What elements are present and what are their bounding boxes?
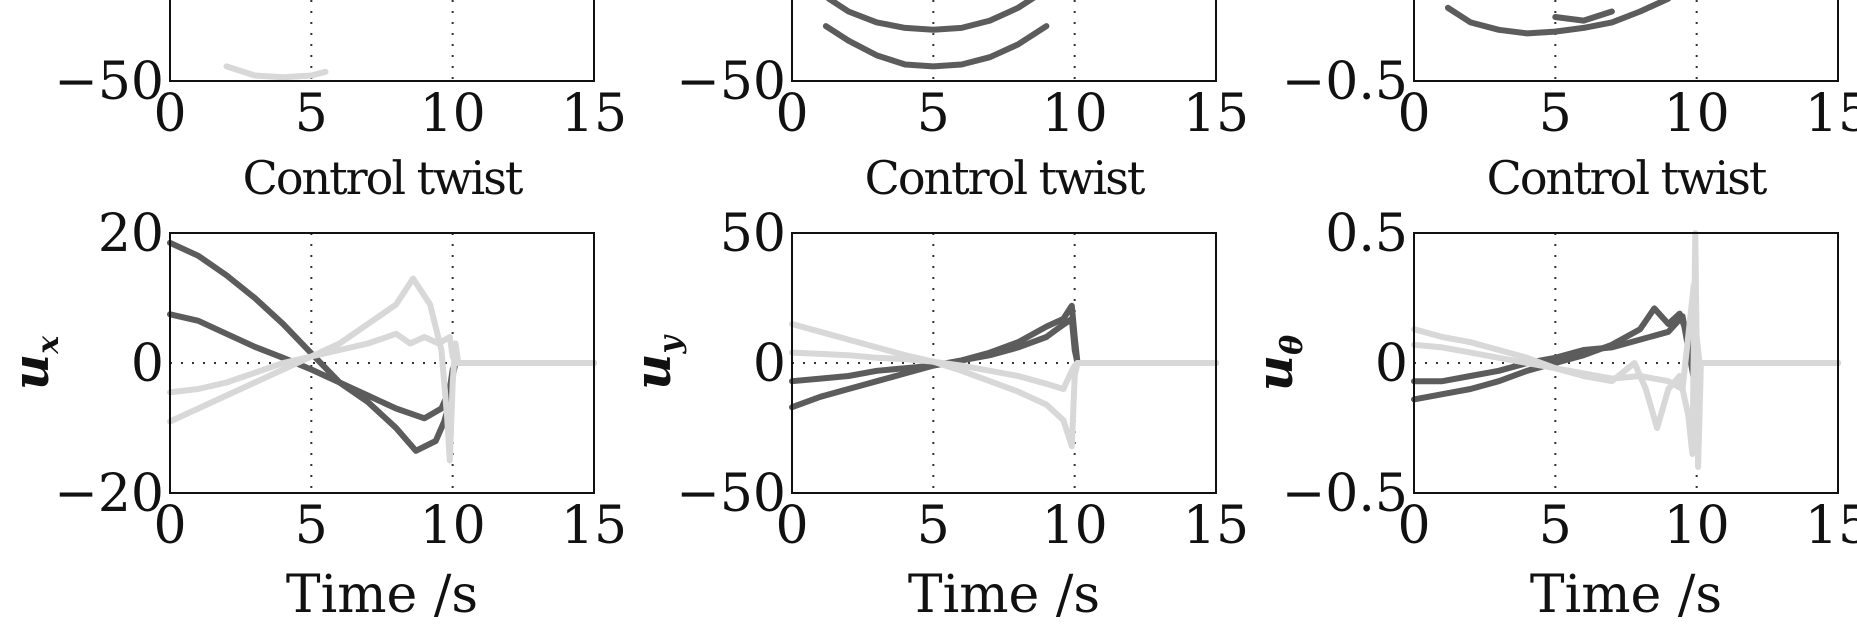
panel-top-middle: 0 5 10 15 −50 (676, 0, 1249, 144)
y-tick-label: −50 (676, 464, 786, 524)
series-line-0 (167, 239, 597, 454)
series-line-1 (1552, 8, 1615, 24)
series-line-0 (1444, 0, 1672, 37)
series-line-2 (1411, 230, 1841, 470)
x-tick-label: 10 (420, 496, 486, 556)
axes-frame (791, 232, 1217, 494)
axes-frame (1413, 232, 1839, 494)
axes-frame (791, 0, 1217, 82)
x-tick-label: 15 (1805, 496, 1857, 556)
panel-title: Control twist (243, 151, 524, 205)
series-line-3 (167, 330, 597, 396)
series-line-3 (1411, 282, 1841, 392)
x-axis-label: Time /s (908, 565, 1100, 625)
x-tick-label: 0 (1397, 496, 1430, 556)
x-tick-label: 10 (1664, 496, 1730, 556)
x-tick-label: 0 (1397, 84, 1430, 144)
series-line-3 (789, 349, 1219, 392)
x-tick-label: 10 (420, 84, 486, 144)
series-line-2 (167, 275, 597, 464)
y-tick-label: −50 (54, 52, 164, 112)
x-tick-label: 0 (153, 84, 186, 144)
x-tick-label: 0 (775, 496, 808, 556)
x-tick-label: 15 (1183, 496, 1249, 556)
axes-frame (1413, 0, 1839, 82)
x-tick-label: 0 (775, 84, 808, 144)
x-tick-label: 10 (1664, 84, 1730, 144)
axes-frame (169, 232, 595, 494)
y-tick-label: −0.5 (1282, 464, 1408, 524)
x-tick-label: 15 (1183, 84, 1249, 144)
x-tick-label: 5 (917, 84, 950, 144)
panel-title: Control twist (1487, 151, 1768, 205)
panel-top-left: 0 5 10 15 −50 (54, 0, 627, 144)
series-line-0 (223, 63, 329, 81)
x-tick-label: 10 (1042, 84, 1108, 144)
series-line-0 (822, 23, 1050, 70)
y-tick-label: −50 (676, 52, 786, 112)
x-tick-label: 5 (295, 496, 328, 556)
axes-frame (169, 0, 595, 82)
panel-top-right: 0 5 10 15 −0.5 (1282, 0, 1857, 144)
x-axis-label: Time /s (1530, 565, 1722, 625)
y-tick-label: 20 (98, 204, 164, 264)
x-tick-label: 5 (295, 84, 328, 144)
y-tick-label: −20 (54, 464, 164, 524)
x-tick-label: 15 (561, 496, 627, 556)
series-line-1 (167, 311, 597, 422)
y-tick-label: 0 (1375, 334, 1408, 394)
series-line-2 (789, 321, 1219, 450)
y-tick-label: 50 (720, 204, 786, 264)
series-line-1 (826, 0, 1036, 33)
x-axis-label: Time /s (286, 565, 478, 625)
x-tick-label: 10 (1042, 496, 1108, 556)
x-tick-label: 5 (917, 496, 950, 556)
x-tick-label: 15 (1805, 84, 1857, 144)
panel-title: Control twist (865, 151, 1146, 205)
x-tick-label: 0 (153, 496, 186, 556)
x-tick-label: 15 (561, 84, 627, 144)
y-axis-label: uy (623, 334, 688, 390)
y-axis-label: uθ (1245, 335, 1310, 391)
y-tick-label: −0.5 (1282, 52, 1408, 112)
series-line-1 (789, 315, 1219, 385)
y-tick-label: 0 (753, 334, 786, 394)
y-tick-label: 0.5 (1325, 204, 1408, 264)
x-tick-label: 5 (1539, 84, 1572, 144)
y-tick-label: 0 (131, 334, 164, 394)
y-axis-label: ux (1, 335, 66, 390)
x-tick-label: 5 (1539, 496, 1572, 556)
